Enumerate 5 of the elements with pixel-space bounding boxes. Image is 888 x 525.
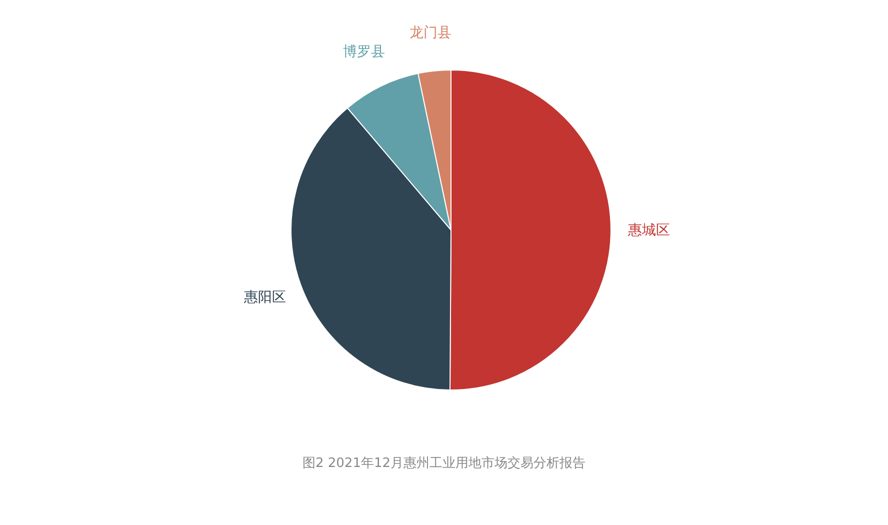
slice-label: 龙门县	[410, 25, 452, 42]
slice-label: 惠城区	[627, 222, 670, 239]
slice-label: 惠阳区	[242, 290, 286, 306]
caption: 图2 2021年12月惠州工业用地市场交易分析报告	[302, 455, 586, 471]
slice-label: 博罗县	[342, 44, 385, 60]
